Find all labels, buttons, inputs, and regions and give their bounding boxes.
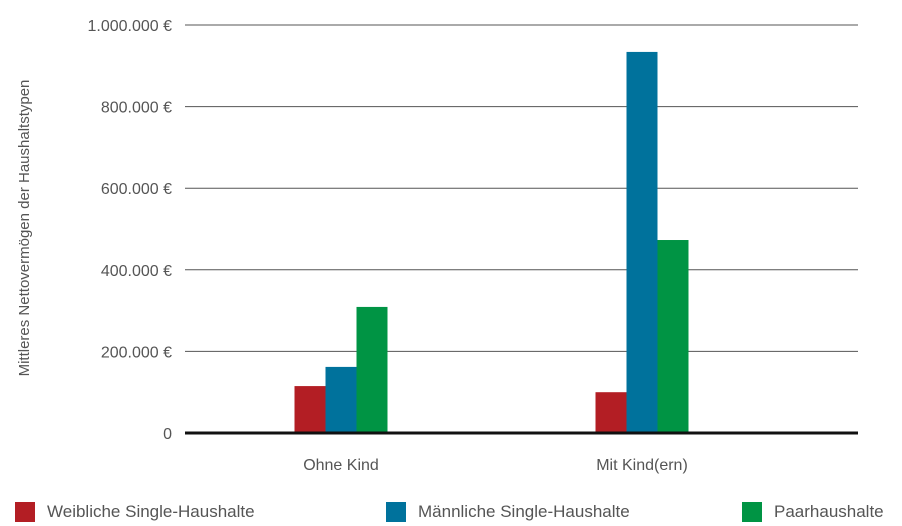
legend-item-maennliche: Männliche Single-Haushalte: [386, 502, 630, 522]
y-tick-label: 600.000 €: [101, 181, 172, 198]
y-tick-label: 400.000 €: [101, 263, 172, 280]
bar-mit-kind-series-2: [657, 240, 689, 433]
x-tick-label: Ohne Kind: [303, 457, 379, 474]
y-tick-label: 0: [163, 426, 172, 443]
legend-swatch-weibliche: [15, 502, 35, 522]
legend-item-paar: Paarhaushalte: [742, 502, 884, 522]
legend-label-paar: Paarhaushalte: [774, 502, 884, 521]
bars: [294, 51, 689, 433]
bar-ohne-kind-series-2: [356, 306, 388, 433]
legend-label-weibliche: Weibliche Single-Haushalte: [47, 502, 255, 521]
bar-ohne-kind-series-1: [325, 366, 357, 433]
gridlines: [185, 24, 858, 352]
legend: Weibliche Single-Haushalte Männliche Sin…: [0, 502, 902, 526]
x-tick-labels: Ohne Kind Mit Kind(ern): [303, 457, 688, 474]
legend-swatch-maennliche: [386, 502, 406, 522]
y-tick-label: 800.000 €: [101, 100, 172, 117]
y-tick-label: 200.000 €: [101, 344, 172, 361]
y-axis-label: Mittleres Nettovermögen der Haushaltstyp…: [16, 80, 33, 377]
x-tick-label: Mit Kind(ern): [596, 457, 688, 474]
y-tick-labels: 0 200.000 € 400.000 € 600.000 € 800.000 € 1.0…: [87, 18, 172, 443]
bar-ohne-kind-series-0: [294, 386, 326, 433]
bar-mit-kind-series-1: [626, 51, 658, 433]
bar-chart: 0 200.000 € 400.000 € 600.000 € 800.000 € 1.0…: [16, 18, 858, 474]
bar-mit-kind-series-0: [595, 392, 627, 433]
y-tick-label: 1.000.000 €: [87, 18, 172, 35]
legend-item-weibliche: Weibliche Single-Haushalte: [15, 502, 255, 522]
legend-label-maennliche: Männliche Single-Haushalte: [418, 502, 630, 521]
legend-swatch-paar: [742, 502, 762, 522]
